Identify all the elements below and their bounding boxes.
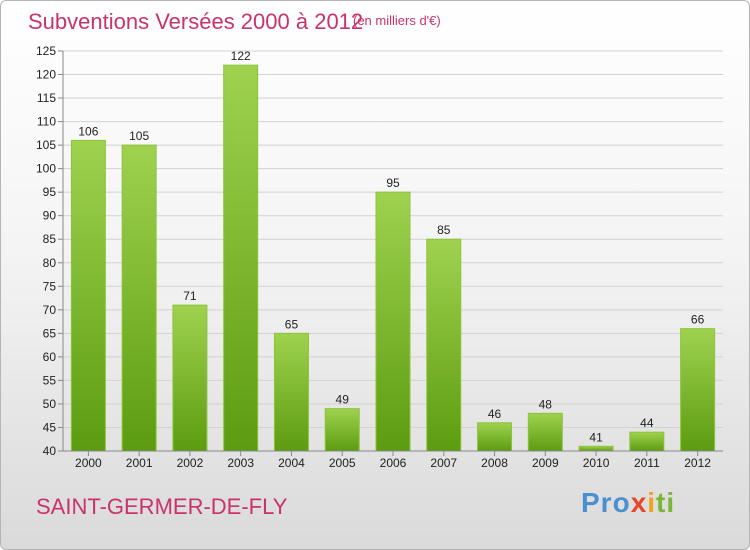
bar-2002 — [172, 304, 208, 452]
y-tick-label: 65 — [43, 326, 57, 340]
data-label-2004: 65 — [285, 317, 299, 331]
chart-title: Subventions Versées 2000 à 2012 — [28, 9, 364, 34]
y-tick-label: 75 — [43, 279, 57, 293]
data-label-2006: 95 — [386, 176, 400, 190]
data-label-2000: 106 — [78, 124, 98, 138]
bar-2008 — [477, 422, 513, 452]
bar-2007 — [426, 238, 462, 452]
y-tick-label: 125 — [36, 44, 56, 58]
x-tick-label-2011: 2011 — [634, 456, 660, 470]
y-tick-label: 90 — [43, 209, 57, 223]
y-tick-label: 55 — [43, 373, 57, 387]
y-axis: 40 45 50 55 60 65 70 75 80 85 90 95 100 105 110 115 120 1… — [36, 44, 64, 458]
bar-2009 — [527, 412, 563, 452]
x-tick-label-2012: 2012 — [684, 456, 711, 470]
x-axis: 2000 2001 2002 2003 2004 2005 2006 2007 2008 2009… — [63, 450, 723, 470]
x-tick-label-2003: 2003 — [227, 456, 254, 470]
y-tick-label: 110 — [37, 115, 56, 129]
y-tick-label: 40 — [43, 444, 57, 458]
bar-2000 — [70, 139, 106, 452]
chart-unit: (en milliers d'€) — [353, 13, 441, 28]
y-tick-label: 95 — [43, 185, 57, 199]
y-tick-label: 100 — [36, 162, 56, 176]
data-label-2009: 48 — [539, 397, 553, 411]
x-tick-label-2008: 2008 — [481, 456, 508, 470]
y-tick-label: 120 — [36, 68, 56, 82]
x-tick-label-2001: 2001 — [126, 456, 153, 470]
bar-2010 — [578, 445, 614, 452]
data-label-2003: 122 — [231, 49, 251, 63]
bar-2006 — [375, 191, 411, 452]
bar-2011 — [629, 431, 665, 452]
x-tick-label-2004: 2004 — [278, 456, 305, 470]
bar-2003 — [223, 64, 259, 452]
data-label-2005: 49 — [336, 393, 350, 407]
data-label-2011: 44 — [640, 416, 654, 430]
x-tick-label-2007: 2007 — [430, 456, 457, 470]
bars: 106 105 71 122 65 49 95 85 46 48 41 44 66 — [70, 49, 716, 452]
proxiti-logo: Proxiti — [581, 487, 676, 518]
bar-2004 — [273, 332, 309, 452]
x-tick-label-2005: 2005 — [329, 456, 356, 470]
data-label-2012: 66 — [691, 313, 705, 327]
bar-2012 — [680, 328, 716, 452]
y-tick-label: 115 — [37, 91, 56, 105]
y-tick-label: 50 — [43, 397, 57, 411]
data-label-2008: 46 — [488, 407, 502, 421]
x-tick-label-2010: 2010 — [583, 456, 610, 470]
x-tick-label-2009: 2009 — [532, 456, 559, 470]
y-tick-label: 85 — [43, 232, 57, 246]
data-label-2001: 105 — [129, 129, 149, 143]
y-tick-label: 105 — [36, 138, 56, 152]
y-tick-label: 70 — [43, 303, 57, 317]
data-label-2002: 71 — [183, 289, 197, 303]
x-tick-label-2002: 2002 — [177, 456, 204, 470]
data-label-2010: 41 — [589, 430, 603, 444]
y-tick-label: 45 — [43, 420, 57, 434]
x-tick-label-2006: 2006 — [380, 456, 407, 470]
y-tick-label: 60 — [43, 350, 57, 364]
x-tick-label-2000: 2000 — [75, 456, 102, 470]
bar-2005 — [324, 408, 360, 452]
commune-name: SAINT-GERMER-DE-FLY — [36, 494, 288, 519]
data-label-2007: 85 — [437, 223, 451, 237]
bar-2001 — [121, 144, 157, 452]
y-tick-label: 80 — [43, 256, 57, 270]
